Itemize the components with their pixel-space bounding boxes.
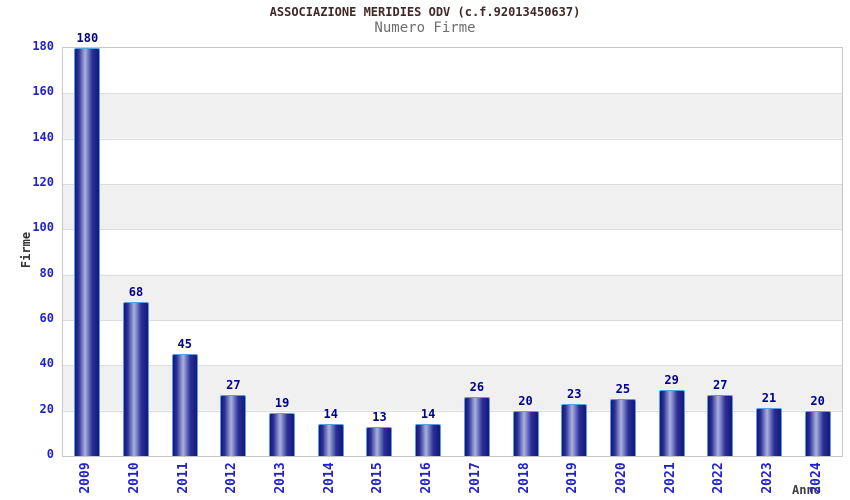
bar-value-label: 20 bbox=[518, 393, 533, 408]
x-tick-label: 2019 bbox=[565, 462, 581, 494]
gridline bbox=[63, 184, 842, 185]
bar-2020 bbox=[609, 399, 636, 456]
x-tick-label: 2011 bbox=[175, 462, 191, 494]
bar-2024 bbox=[804, 410, 831, 456]
bar-value-label: 20 bbox=[810, 393, 825, 408]
bar-2012 bbox=[220, 394, 247, 456]
y-tick-label: 120 bbox=[32, 175, 54, 189]
x-tick-label: 2016 bbox=[419, 462, 435, 494]
gridline bbox=[63, 320, 842, 321]
bar-value-label: 45 bbox=[177, 337, 192, 351]
gridline bbox=[63, 410, 842, 412]
x-tick-label: 2017 bbox=[467, 462, 483, 494]
bar-value-label: 68 bbox=[128, 284, 144, 299]
gridline bbox=[63, 229, 842, 231]
gridline bbox=[63, 365, 842, 367]
bar-value-label: 14 bbox=[420, 407, 436, 422]
x-tick-label: 2015 bbox=[370, 462, 386, 494]
bar-value-label: 27 bbox=[713, 377, 728, 392]
bar-value-label: 25 bbox=[615, 382, 631, 397]
x-tick-label: 2021 bbox=[662, 462, 678, 494]
bar-2019 bbox=[561, 403, 588, 456]
x-tick-label: 2024 bbox=[808, 462, 824, 494]
bar-2016 bbox=[415, 424, 442, 456]
bar-2022 bbox=[707, 394, 734, 456]
bar-2014 bbox=[317, 424, 344, 456]
bar-2011 bbox=[171, 354, 198, 456]
bar-value-label: 29 bbox=[664, 373, 679, 388]
x-tick-label: 2009 bbox=[78, 462, 94, 494]
bar-2013 bbox=[269, 412, 296, 456]
x-axis-label: Anno bbox=[792, 483, 821, 497]
bar-2018 bbox=[512, 410, 539, 456]
chart-subtitle: Numero Firme bbox=[374, 20, 476, 36]
plot-area: 180 68 45 27 19 14 13 14 26 20 23 25 29 27 21 20 bbox=[62, 31, 843, 457]
chart-title: ASSOCIAZIONE MERIDIES ODV (c.f.920134506… bbox=[269, 5, 581, 19]
bar-2015 bbox=[366, 426, 393, 456]
y-tick-label: 80 bbox=[39, 265, 54, 280]
bar-value-label: 21 bbox=[761, 391, 777, 406]
bar-2017 bbox=[463, 397, 490, 456]
bar-value-label: 180 bbox=[76, 31, 99, 45]
y-tick-label: 140 bbox=[32, 129, 54, 144]
bar-value-label: 14 bbox=[323, 407, 338, 422]
y-tick-label: 100 bbox=[32, 220, 54, 235]
y-tick-label: 0 bbox=[46, 447, 54, 461]
bar-2010 bbox=[123, 301, 150, 456]
bar-2009 bbox=[74, 48, 101, 456]
bar-2023 bbox=[755, 408, 782, 456]
gridline bbox=[63, 93, 842, 95]
bar-2021 bbox=[658, 390, 685, 456]
x-tick-label: 2018 bbox=[516, 462, 532, 494]
bar-value-label: 27 bbox=[226, 377, 241, 392]
y-tick-label: 20 bbox=[39, 401, 54, 416]
x-tick-label: 2014 bbox=[321, 462, 337, 494]
x-tick-label: 2020 bbox=[613, 462, 629, 494]
gridline bbox=[63, 274, 842, 276]
y-tick-label: 60 bbox=[39, 311, 54, 325]
bar-value-label: 13 bbox=[372, 409, 387, 424]
x-tick-label: 2012 bbox=[224, 462, 240, 494]
bar-value-label: 26 bbox=[469, 380, 485, 395]
x-tick-label: 2013 bbox=[273, 462, 289, 494]
y-tick-label: 160 bbox=[32, 84, 54, 99]
x-tick-label: 2022 bbox=[711, 462, 727, 494]
gridline bbox=[63, 138, 842, 140]
x-tick-label: 2010 bbox=[127, 462, 143, 494]
x-tick-label: 2023 bbox=[759, 462, 775, 494]
bar-value-label: 23 bbox=[566, 386, 582, 401]
bar-value-label: 19 bbox=[274, 395, 290, 410]
y-tick-label: 40 bbox=[39, 356, 54, 371]
y-tick-label: 180 bbox=[32, 39, 54, 53]
